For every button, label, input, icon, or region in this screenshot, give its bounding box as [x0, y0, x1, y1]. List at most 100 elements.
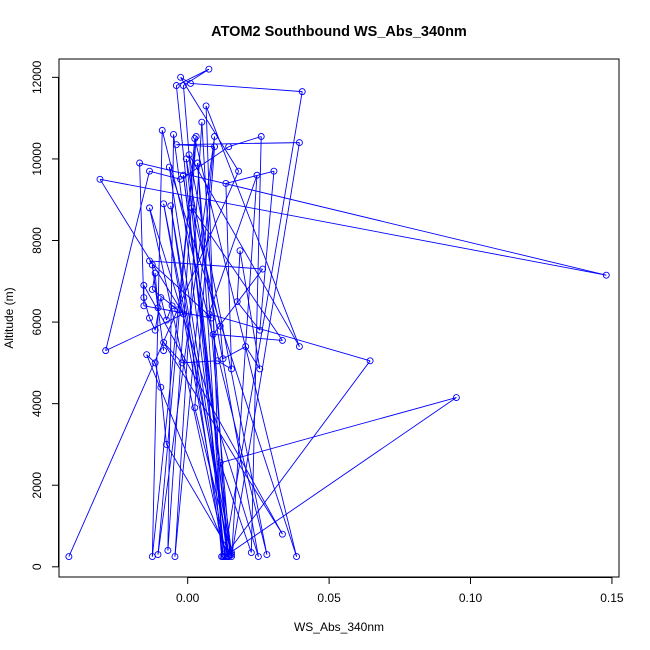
x-axis-title: WS_Abs_340nm	[294, 620, 384, 634]
data-point	[295, 343, 303, 351]
data-point	[228, 551, 235, 559]
data-point	[194, 159, 202, 167]
data-point	[151, 269, 159, 277]
series-segment	[170, 205, 230, 557]
y-tick-label: 8000	[30, 227, 44, 254]
data-point	[198, 118, 206, 126]
series-segment	[231, 175, 258, 557]
data-point	[236, 247, 244, 255]
y-tick-label: 10000	[30, 142, 44, 176]
data-point	[242, 343, 250, 351]
series-segment	[219, 326, 224, 359]
series-segment	[139, 162, 145, 306]
series-segment	[180, 77, 239, 172]
series-segment	[163, 342, 183, 364]
data-point	[102, 347, 110, 355]
series-segment	[236, 250, 241, 302]
series-segment	[139, 162, 607, 276]
series-segment	[143, 285, 283, 535]
series-segment	[149, 207, 227, 557]
series-segment	[157, 136, 216, 555]
data-point	[211, 133, 219, 140]
data-point	[151, 359, 159, 367]
data-point	[140, 281, 148, 289]
data-point	[146, 167, 153, 175]
data-point	[148, 285, 156, 293]
series-segment	[194, 146, 216, 408]
series-segment	[149, 207, 259, 557]
series-segment	[185, 158, 259, 557]
data-point	[298, 88, 306, 96]
data-point	[247, 549, 255, 556]
data-point	[602, 271, 610, 279]
series-segment	[174, 122, 203, 557]
series-segment	[191, 207, 283, 341]
data-point	[146, 204, 153, 212]
series-segment	[239, 250, 261, 370]
series-segment	[99, 178, 607, 276]
series-segment	[149, 170, 181, 180]
data-point	[172, 141, 180, 149]
series-segment	[190, 83, 303, 93]
data-point	[160, 200, 168, 208]
data-point	[164, 547, 172, 554]
series-segment	[166, 444, 232, 555]
data-point	[191, 404, 199, 412]
data-point	[151, 326, 159, 334]
data-point	[154, 551, 162, 559]
data-point	[136, 159, 144, 167]
y-tick-label: 12000	[30, 60, 44, 94]
series-segment	[250, 136, 262, 553]
data-point	[225, 143, 233, 151]
series-segment	[259, 171, 275, 331]
series-segment	[182, 360, 218, 364]
series-segment	[143, 297, 150, 319]
series-segment	[151, 264, 165, 351]
data-point	[256, 365, 264, 373]
data-point	[160, 347, 168, 355]
data-point	[146, 314, 153, 322]
data-point	[143, 351, 151, 359]
data-point	[65, 553, 73, 561]
series-segment	[151, 130, 163, 557]
series-segment	[222, 346, 246, 360]
series-segment	[166, 305, 173, 321]
series-segment	[236, 301, 261, 331]
data-point	[278, 530, 286, 538]
data-point	[179, 310, 187, 318]
series-segment	[149, 260, 263, 270]
data-point	[228, 365, 235, 373]
data-point	[208, 314, 216, 322]
series-segment	[219, 462, 252, 553]
y-tick-label: 2000	[30, 472, 44, 499]
series-segment	[191, 207, 221, 327]
series-segment	[105, 313, 184, 352]
y-tick-label: 4000	[30, 390, 44, 417]
y-axis-title: Altitude (m)	[2, 287, 16, 348]
data-point	[270, 167, 278, 175]
data-point	[295, 139, 303, 147]
data-point	[140, 294, 148, 302]
x-tick-label: 0.00	[176, 591, 200, 605]
data-point	[233, 298, 241, 306]
data-point	[211, 143, 219, 151]
series-segment	[146, 354, 156, 364]
data-point	[228, 553, 235, 561]
series-segment	[224, 360, 371, 557]
data-point	[178, 359, 186, 367]
data-point	[148, 261, 156, 269]
data-point	[158, 126, 166, 134]
chart-title: ATOM2 Southbound WS_Abs_340nm	[211, 24, 467, 40]
data-point	[177, 175, 185, 183]
x-axis: 0.00 0.05 0.10 0.15	[176, 577, 624, 605]
data-point	[259, 265, 267, 273]
data-point	[213, 357, 221, 365]
data-series	[65, 65, 610, 561]
series-segment	[182, 85, 223, 557]
series-segment	[225, 170, 275, 184]
data-point	[278, 336, 286, 344]
data-point	[216, 322, 224, 330]
series-segment	[182, 175, 231, 555]
data-point	[209, 330, 217, 338]
